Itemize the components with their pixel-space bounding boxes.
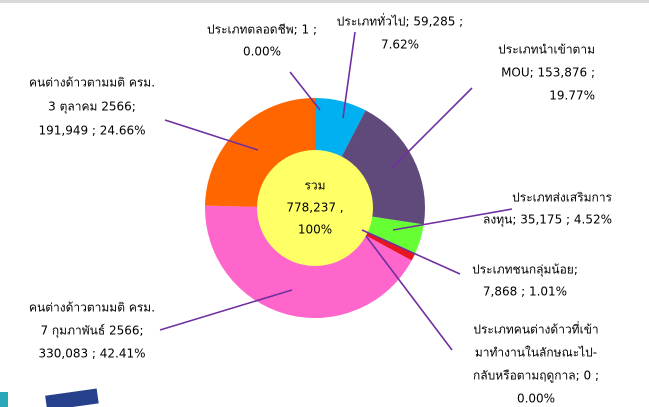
slice-label: 7 กุมภาพันธ์ 2566; bbox=[40, 324, 143, 339]
slice-label: กลับหรือตามฤดูกาล; 0 ; bbox=[473, 369, 599, 384]
center-circle bbox=[257, 150, 373, 266]
slice-label: คนต่างด้าวตามมติ ครม. bbox=[29, 76, 155, 90]
leader-line bbox=[164, 119, 259, 151]
slice-label: ประเภทส่งเสริมการ bbox=[512, 191, 612, 205]
slice-label: MOU; 153,876 ; bbox=[501, 66, 595, 80]
leader-line bbox=[365, 235, 453, 351]
passport-icon bbox=[45, 388, 99, 407]
slice-label: มาทำงานในลักษณะไป- bbox=[475, 346, 597, 360]
slice-label: 19.77% bbox=[549, 89, 595, 103]
top-border bbox=[0, 0, 649, 3]
leader-line bbox=[289, 71, 321, 111]
center-label: รวม bbox=[304, 179, 325, 193]
slice-label: คนต่างด้าวตามมติ ครม. bbox=[29, 301, 155, 315]
slice-label: 0.00% bbox=[517, 392, 555, 406]
slice-label: ประเภทตลอดชีพ; 1 ; bbox=[207, 23, 317, 37]
center-label: 100% bbox=[298, 223, 332, 237]
slice-label: 3 ตุลาคม 2566; bbox=[48, 100, 136, 115]
leader-line bbox=[391, 87, 473, 169]
slice-label: 330,083 ; 42.41% bbox=[38, 347, 145, 361]
slice-label: ประเภททั่วไป; 59,285 ; bbox=[337, 13, 463, 29]
leader-line bbox=[392, 208, 513, 231]
slice-label: 0.00% bbox=[243, 45, 281, 59]
slice-label: 191,949 ; 24.66% bbox=[38, 124, 145, 138]
slice-label: ลงทุน; 35,175 ; 4.52% bbox=[483, 213, 612, 228]
slice-label: ประเภทนำเข้าตาม bbox=[498, 43, 595, 57]
slice-label: 7,868 ; 1.01% bbox=[483, 285, 567, 299]
slice-label: 7.62% bbox=[381, 38, 419, 52]
center-label: 778,237 , bbox=[286, 201, 343, 215]
slice-label: ประเภทชนกลุ่มน้อย; bbox=[472, 263, 578, 278]
slice-label: ประเภทคนต่างด้าวที่เข้า bbox=[473, 321, 598, 337]
leader-line bbox=[361, 229, 461, 275]
leader-line bbox=[159, 289, 293, 331]
leader-line bbox=[342, 31, 356, 119]
logo-fragment bbox=[0, 392, 8, 407]
